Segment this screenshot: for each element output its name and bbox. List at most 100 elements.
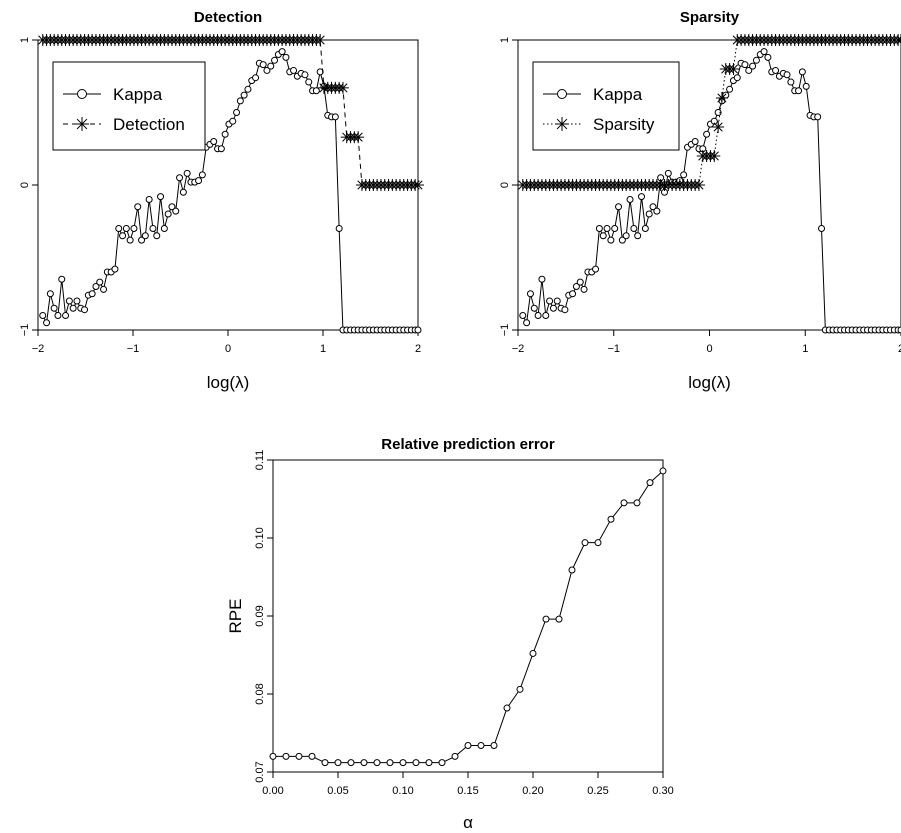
x-tick-label: 1 [802,343,808,355]
data-point [664,169,672,177]
data-point [895,34,901,46]
data-point [267,62,275,70]
data-point [622,232,630,240]
data-point [733,74,741,82]
chart-3: Relative prediction error 0.00 0.05 0.10 0.1… [226,436,674,832]
data-point [576,278,584,286]
y-tick-label: 0 [19,182,31,188]
y-tick-label: −1 [499,324,511,337]
data-point [217,145,225,153]
data-point [653,207,661,215]
data-point [414,326,422,334]
data-point [335,225,343,232]
data-point [490,741,498,749]
data-point [630,225,638,232]
data-point [529,649,537,657]
data-point [153,232,161,240]
data-point [519,312,527,319]
data-point [714,109,722,116]
data-point [615,203,623,211]
data-point [620,499,628,507]
x-tick-label: 2 [415,343,421,355]
x-tick-label: 0 [706,343,712,355]
data-point [314,34,327,46]
data-point [160,225,168,232]
data-point [347,759,355,767]
x-axis-label: log(λ) [688,373,731,392]
data-point [312,87,320,95]
data-point [412,759,420,767]
data-point [542,312,550,319]
data-point [360,759,368,767]
data-point [569,290,577,298]
data-point [221,130,229,138]
legend-marker [77,89,87,99]
data-point [691,138,699,145]
data-point [240,91,248,99]
data-point [321,759,329,767]
data-point [141,232,149,240]
data-point [81,306,89,314]
data-point [183,169,191,177]
data-point [523,319,531,327]
data-point [464,741,472,749]
data-point [760,48,768,56]
data-point [572,283,580,290]
x-tick-label: 0.05 [327,785,348,797]
data-point [88,290,96,298]
x-tick-label: −2 [32,343,45,355]
series-kappa [39,48,422,334]
data-point [814,113,822,121]
data-point [290,66,298,74]
data-point [111,265,119,273]
x-tick-label: 0 [225,343,231,355]
y-tick-label: 0.07 [254,761,266,782]
data-point [680,171,688,179]
series-line [273,470,664,764]
data-point [236,97,244,105]
data-point [252,74,260,82]
data-point [263,66,271,74]
data-point [331,113,339,121]
data-point [438,759,446,767]
data-point [301,71,309,79]
data-point [722,91,730,99]
legend-label: Detection [113,115,185,134]
x-tick-label: 2 [898,343,901,355]
data-point [54,312,62,319]
data-point [451,752,459,760]
data-point [580,285,588,293]
data-point [503,704,511,712]
y-tick-label: 0.09 [254,605,266,626]
data-point [130,225,138,232]
data-point [634,232,642,240]
x-tick-label: −1 [607,343,620,355]
data-point [607,515,615,523]
data-point [727,63,740,75]
legend-marker [557,89,567,99]
data-point [708,150,721,162]
x-tick-label: 1 [320,343,326,355]
data-point [703,130,711,138]
data-point [568,566,576,574]
data-point [126,236,134,244]
y-tick-label: 1 [19,37,31,43]
data-point [50,304,58,312]
x-tick-label: −2 [512,343,525,355]
data-point [516,685,524,693]
data-point [477,741,485,749]
x-tick-label: 0.20 [522,785,543,797]
chart-title: Sparsity [680,9,740,26]
data-point [62,312,70,319]
x-tick-label: 0.15 [457,785,478,797]
data-point [122,225,130,232]
data-point [783,71,791,79]
x-tick-label: −1 [127,343,140,355]
data-point [271,56,279,64]
data-point [176,174,184,182]
series-detection [36,34,424,191]
data-point [802,82,810,90]
x-tick-label: 0.10 [392,785,413,797]
data-point [39,312,47,319]
data-point [897,326,901,334]
